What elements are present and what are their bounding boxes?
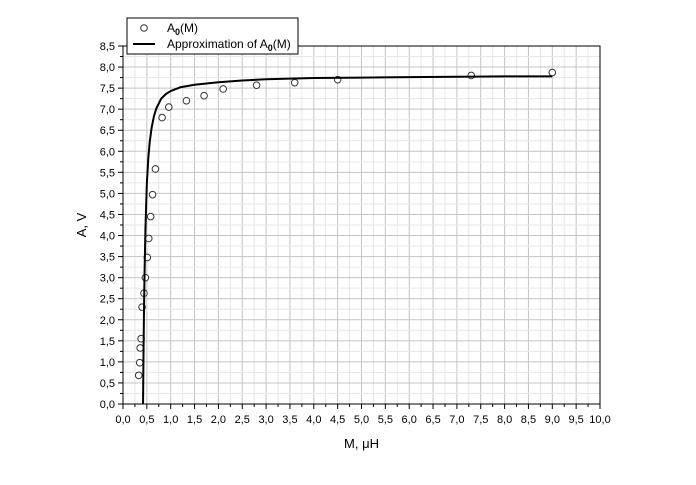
data-point bbox=[146, 212, 155, 221]
x-tick-label: 5,0 bbox=[354, 414, 369, 426]
x-axis: 0,0 0,5 1,0 1,5 2,0 2,5 3,0 3,5 4,0 4,5 5,0 5,5 6,0 6… bbox=[115, 404, 611, 426]
x-tick-label: 1,5 bbox=[187, 414, 202, 426]
y-tick-label: 0,5 bbox=[100, 378, 115, 390]
data-point bbox=[219, 85, 227, 93]
data-point bbox=[144, 234, 153, 243]
data-point bbox=[182, 96, 191, 105]
x-tick-label: 4,5 bbox=[330, 414, 345, 426]
data-point bbox=[158, 113, 166, 122]
y-axis-title: A, V bbox=[74, 212, 89, 237]
x-tick-label: 5,5 bbox=[378, 414, 393, 426]
x-tick-label: 8,0 bbox=[497, 414, 512, 426]
y-tick-label: 2,0 bbox=[100, 315, 115, 327]
y-tick-label: 6,0 bbox=[100, 146, 115, 158]
y-tick-label: 7,5 bbox=[100, 83, 115, 95]
y-tick-label: 1,0 bbox=[100, 357, 115, 369]
x-tick-label: 7,0 bbox=[449, 414, 464, 426]
x-tick-label: 6,0 bbox=[402, 414, 417, 426]
y-tick-label: 8,5 bbox=[100, 41, 115, 53]
y-tick-label: 2,5 bbox=[100, 294, 115, 306]
y-tick-label: 7,0 bbox=[100, 104, 115, 116]
y-tick-label: 4,5 bbox=[100, 209, 115, 221]
x-tick-label: 6,5 bbox=[425, 414, 440, 426]
x-tick-label: 2,0 bbox=[211, 414, 226, 426]
legend-label: Approximation of A0(M) bbox=[167, 37, 291, 53]
legend-box bbox=[126, 17, 299, 55]
x-tick-label: 8,5 bbox=[521, 414, 536, 426]
legend-circle-symbol bbox=[140, 24, 148, 32]
y-tick-label: 3,0 bbox=[100, 273, 115, 285]
series-layer bbox=[134, 68, 557, 405]
data-point bbox=[200, 91, 208, 100]
x-tick-label: 4,0 bbox=[306, 414, 321, 426]
x-tick-label: 3,5 bbox=[282, 414, 297, 426]
y-tick-label: 5,5 bbox=[100, 167, 115, 179]
data-point bbox=[548, 68, 557, 77]
data-point bbox=[148, 190, 157, 199]
y-tick-label: 4,0 bbox=[100, 231, 115, 243]
data-point bbox=[136, 344, 144, 352]
data-point bbox=[164, 103, 173, 111]
y-tick-label: 8,0 bbox=[100, 62, 115, 74]
data-point bbox=[134, 371, 143, 380]
y-tick-label: 1,5 bbox=[100, 336, 115, 348]
legend-label: A0(M) bbox=[167, 21, 198, 37]
data-point bbox=[151, 165, 160, 173]
legend: A0(M)Approximation of A0(M) bbox=[126, 17, 299, 55]
y-tick-label: 0,0 bbox=[100, 399, 115, 411]
x-tick-label: 9,0 bbox=[545, 414, 560, 426]
y-tick-label: 3,5 bbox=[100, 252, 115, 264]
data-point bbox=[135, 358, 144, 367]
y-axis: 0,0 0,5 1,0 1,5 2,0 2,5 3,0 3,5 4,0 4,5 5,0 5,5 6,0 6… bbox=[100, 41, 123, 411]
x-tick-label: 0,0 bbox=[115, 414, 130, 426]
data-point bbox=[252, 81, 261, 89]
grid bbox=[122, 45, 601, 405]
y-tick-label: 6,5 bbox=[100, 125, 115, 137]
data-point bbox=[467, 71, 476, 80]
x-tick-label: 3,0 bbox=[258, 414, 273, 426]
x-tick-label: 7,5 bbox=[473, 414, 488, 426]
x-tick-label: 2,5 bbox=[235, 414, 250, 426]
data-point bbox=[290, 78, 299, 87]
x-tick-label: 1,0 bbox=[163, 414, 178, 426]
x-axis-title: M, μH bbox=[344, 436, 379, 451]
x-tick-label: 0,5 bbox=[139, 414, 154, 426]
y-tick-label: 5,0 bbox=[100, 188, 115, 200]
x-tick-label: 10,0 bbox=[589, 414, 610, 426]
approximation-line bbox=[142, 75, 553, 405]
x-tick-label: 9,5 bbox=[569, 414, 584, 426]
